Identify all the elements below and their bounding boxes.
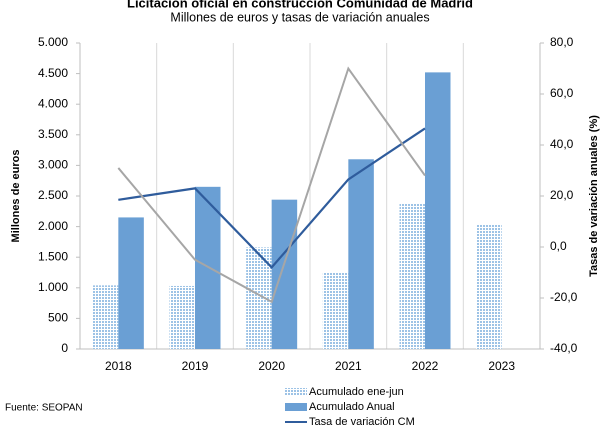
legend-label: Acumulado Anual [309,401,395,413]
y-tick-label: 3.500 [38,127,68,141]
y2-tick-label: 20,0 [550,188,574,202]
bar [348,159,374,349]
bar [118,217,144,349]
y2-tick-label: -40,0 [550,341,578,355]
legend-label: Acumulado ene-jun [309,386,404,398]
y2-tick-label: 0,0 [550,239,567,253]
y-tick-label: 2.500 [38,188,68,202]
bar [195,186,221,349]
chart-subtitle: Millones de euros y tasas de variación a… [170,10,429,24]
bar [92,285,119,349]
y-tick-label: 0 [61,341,68,355]
y-tick-label: 1.500 [38,249,68,263]
source-note: Fuente: SEOPAN [5,403,83,414]
line [118,127,426,270]
y-tick-label: 5.000 [38,35,68,49]
y-tick-label: 4.000 [38,96,68,110]
y2-tick-label: 40,0 [550,137,574,151]
y2-tick-label: 60,0 [550,86,574,100]
y-tick-label: 4.500 [38,66,68,80]
bar [169,285,195,349]
bar [322,272,349,349]
x-tick-label: 2018 [105,359,132,373]
y-axis-title: Millones de euros [10,150,22,243]
y-tick-label: 1.000 [38,280,68,294]
bar [476,224,502,349]
y2-axis-title: Tasas de variación anuales (%) [588,115,600,277]
y-tick-label: 3.000 [38,158,68,172]
y2-tick-label: 80,0 [550,35,574,49]
y2-tick-label: -20,0 [550,290,578,304]
legend-swatch [285,388,307,396]
x-tick-label: 2020 [258,359,285,373]
x-tick-label: 2022 [412,359,439,373]
chart-title: Licitación oficial en construcción Comun… [127,0,473,10]
line [117,66,426,304]
legend-swatch [285,403,307,411]
x-tick-label: 2021 [335,359,362,373]
y-tick-label: 500 [48,311,68,325]
x-tick-label: 2023 [488,359,515,373]
x-tick-label: 2019 [182,359,209,373]
legend-label: Tasa de variación CM [309,416,415,428]
y-tick-label: 2.000 [38,219,68,233]
bar [271,199,298,349]
bar [399,203,425,349]
bar [425,72,451,349]
